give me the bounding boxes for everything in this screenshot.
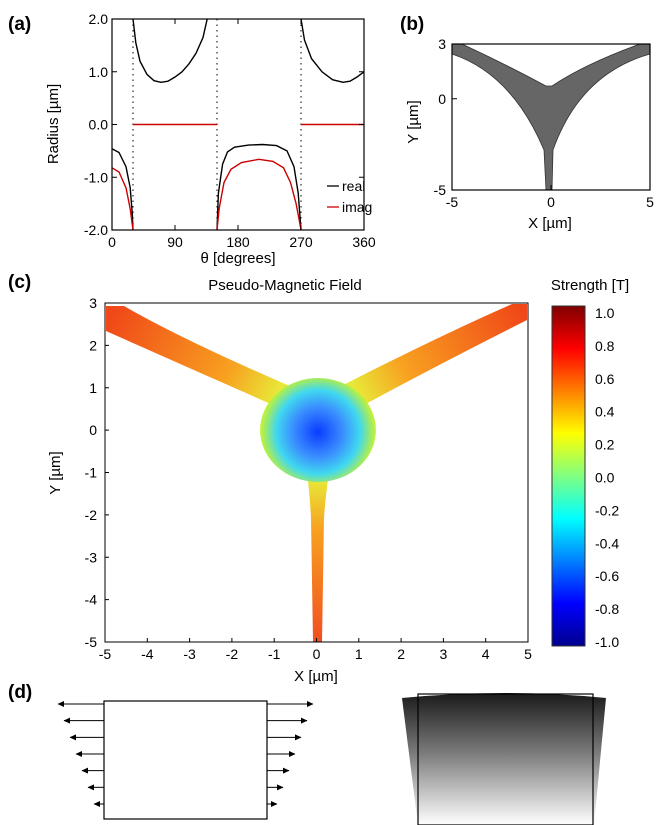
- colorbar-label: Strength [T]: [551, 277, 629, 294]
- x-tick-label: 0: [108, 234, 116, 250]
- colorbar-tick-label: -1.0: [595, 634, 619, 650]
- panel-c-chart: Pseudo-Magnetic Field -5 -4 -3 -2 -1 0 1 2 3 4 5 -…: [47, 277, 629, 685]
- y-tick-label: 0: [89, 422, 97, 438]
- legend-real-label: real: [342, 178, 365, 194]
- panel-c-y-ticks: -5 -4 -3 -2 -1 0 1 2 3: [85, 295, 109, 650]
- panel-a-legend: real imag: [327, 178, 372, 215]
- colorbar-tick-label: 0.8: [595, 338, 615, 354]
- y-tick-label: 2.0: [89, 11, 109, 27]
- panel-d-deformed-block: [402, 693, 606, 825]
- colorbar-tick-label: 1.0: [595, 305, 615, 321]
- x-tick-label: 5: [524, 646, 532, 662]
- x-tick-label: 5: [646, 194, 654, 210]
- x-tick-label: 360: [352, 234, 376, 250]
- panel-c-title: Pseudo-Magnetic Field: [208, 277, 361, 294]
- panel-a-series: [111, 18, 365, 231]
- panel-a-chart: 0 90 180 270 360 -2.0 -1.0 0.0 1.0 2.0 θ [degree…: [45, 11, 376, 267]
- y-tick-label: 3: [89, 295, 97, 311]
- colorbar-ticks: 1.0 0.8 0.6 0.4 0.2 0.0 -0.2 -0.4 -0.6 -0.8 -1.0: [595, 305, 619, 650]
- x-tick-label: 0: [547, 194, 555, 210]
- panel-d-left-arrows: [57, 701, 104, 807]
- x-tick-label: -5: [446, 194, 459, 210]
- y-tick-label: 3: [438, 36, 446, 52]
- colorbar-tick-label: 0.0: [595, 470, 615, 486]
- panel-d-diagram: [57, 693, 606, 825]
- panel-c-y-axis-label: Y [µm]: [47, 451, 64, 494]
- y-tick-label: -1.0: [84, 169, 108, 185]
- x-tick-label: 1: [355, 646, 363, 662]
- panel-label-c: (c): [8, 272, 31, 293]
- y-tick-label: -1: [85, 465, 98, 481]
- x-tick-label: -5: [99, 646, 112, 662]
- panel-label-d: (d): [8, 682, 32, 703]
- panel-b-junction-shape: [451, 43, 651, 191]
- y-tick-label: -2.0: [84, 222, 108, 238]
- x-tick-label: 0: [313, 646, 321, 662]
- panel-c-x-ticks: -5 -4 -3 -2 -1 0 1 2 3 4 5: [99, 638, 532, 662]
- legend-imag-label: imag: [342, 199, 372, 215]
- panel-a-x-ticks: 0 90 180 270 360: [108, 19, 376, 250]
- x-tick-label: -2: [226, 646, 239, 662]
- x-tick-label: 3: [440, 646, 448, 662]
- field-arm-left: [106, 306, 318, 416]
- x-tick-label: -1: [268, 646, 281, 662]
- y-tick-label: 0.0: [89, 117, 109, 133]
- y-tick-label: -3: [85, 549, 98, 565]
- y-tick-label: -5: [434, 182, 447, 198]
- colorbar-tick-label: -0.2: [595, 502, 619, 518]
- panel-b-x-ticks: -5 0 5: [446, 185, 654, 210]
- x-tick-label: -4: [141, 646, 154, 662]
- series-real-segment-2: [216, 143, 302, 231]
- colorbar-tick-label: -0.6: [595, 568, 619, 584]
- y-tick-label: -5: [85, 634, 98, 650]
- panel-c-x-axis-label: X [µm]: [294, 668, 338, 685]
- field-center: [260, 378, 376, 482]
- series-real-segment-3: [300, 18, 365, 84]
- colorbar-tick-label: -0.4: [595, 535, 619, 551]
- x-tick-label: 270: [289, 234, 313, 250]
- panel-label-a: (a): [8, 14, 31, 35]
- colorbar-tick-label: 0.6: [595, 371, 615, 387]
- series-real-segment-1: [132, 18, 208, 84]
- series-imag-segment-0: [111, 167, 134, 231]
- series-imag-segment-2: [216, 158, 302, 231]
- panel-b-y-axis-label: Y [µm]: [405, 100, 422, 143]
- field-arm-right: [318, 304, 527, 418]
- panel-a-x-axis-label: θ [degrees]: [200, 250, 275, 267]
- x-tick-label: -3: [183, 646, 196, 662]
- panel-label-b: (b): [400, 14, 424, 35]
- panel-a-y-ticks: -2.0 -1.0 0.0 1.0 2.0: [84, 11, 364, 238]
- y-tick-label: 0: [438, 91, 446, 107]
- panel-c-field-map: [106, 304, 527, 642]
- panel-a-y-axis-label: Radius [µm]: [45, 84, 62, 164]
- y-tick-label: 2: [89, 337, 97, 353]
- colorbar-tick-label: 0.2: [595, 437, 615, 453]
- colorbar-tick-label: -0.8: [595, 601, 619, 617]
- y-tick-label: 1.0: [89, 64, 109, 80]
- panel-d-reference-block: [417, 693, 594, 825]
- panel-b-y-ticks: -5 0 3: [434, 36, 457, 198]
- y-tick-label: -4: [85, 592, 98, 608]
- x-tick-label: 4: [482, 646, 490, 662]
- panel-b-x-axis-label: X [µm]: [528, 215, 572, 232]
- panel-b-chart: -5 0 5 -5 0 3 X [µm] Y [µm]: [405, 36, 654, 232]
- y-tick-label: -2: [85, 507, 98, 523]
- panel-d-block: [103, 700, 268, 820]
- x-tick-label: 2: [397, 646, 405, 662]
- colorbar: [551, 305, 586, 647]
- panel-d-right-arrows: [267, 701, 314, 807]
- x-tick-label: 180: [226, 234, 250, 250]
- y-tick-label: 1: [89, 380, 97, 396]
- colorbar-tick-label: 0.4: [595, 404, 615, 420]
- series-real-segment-0: [111, 148, 134, 231]
- x-tick-label: 90: [167, 234, 183, 250]
